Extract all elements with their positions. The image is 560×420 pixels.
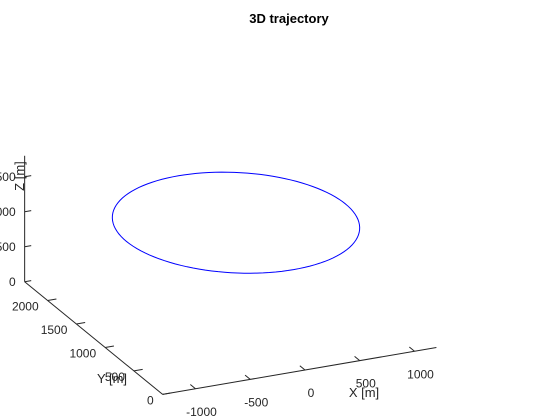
y-tick bbox=[47, 298, 57, 302]
y-tick-label: 2000 bbox=[12, 300, 39, 314]
x-tick bbox=[354, 356, 361, 362]
y-tick-label: 1000 bbox=[69, 346, 96, 360]
x-tick-label: 500 bbox=[356, 377, 376, 391]
y-axis-line bbox=[24, 281, 163, 395]
z-tick bbox=[24, 245, 32, 248]
x-axis-label: X [m] bbox=[349, 385, 379, 400]
z-axis-label: Z [m] bbox=[12, 161, 27, 191]
z-tick-label: 1000 bbox=[0, 205, 16, 219]
x-axis-line bbox=[162, 347, 437, 395]
x-tick bbox=[244, 374, 251, 380]
y-tick-label: 0 bbox=[147, 393, 154, 407]
y-tick bbox=[105, 345, 114, 348]
x-tick-label: -500 bbox=[244, 395, 268, 409]
y-axis-label: Y [m] bbox=[97, 371, 127, 386]
z-tick bbox=[24, 175, 32, 178]
z-tick-label: 1500 bbox=[0, 170, 16, 184]
z-tick-label: 500 bbox=[0, 240, 16, 254]
x-tick-label: 1000 bbox=[407, 367, 434, 381]
x-tick-label: -1000 bbox=[186, 405, 217, 419]
y-tick bbox=[162, 392, 172, 395]
x-tick bbox=[299, 365, 306, 371]
ticks-group: -1000-5000500100005001000150020000500100… bbox=[0, 170, 434, 419]
z-tick bbox=[24, 210, 32, 213]
y-tick bbox=[76, 322, 86, 325]
y-tick-label: 1500 bbox=[41, 323, 68, 337]
y-tick bbox=[133, 368, 143, 372]
z-tick-label: 0 bbox=[9, 275, 16, 289]
z-tick bbox=[24, 280, 32, 283]
plot-area bbox=[111, 171, 361, 274]
y-tick-label: 500 bbox=[105, 370, 125, 384]
x-tick-label: 0 bbox=[308, 386, 315, 400]
x-tick bbox=[409, 346, 415, 352]
chart-title: 3D trajectory bbox=[249, 11, 329, 26]
trajectory-line bbox=[111, 171, 361, 274]
x-tick bbox=[190, 384, 196, 390]
